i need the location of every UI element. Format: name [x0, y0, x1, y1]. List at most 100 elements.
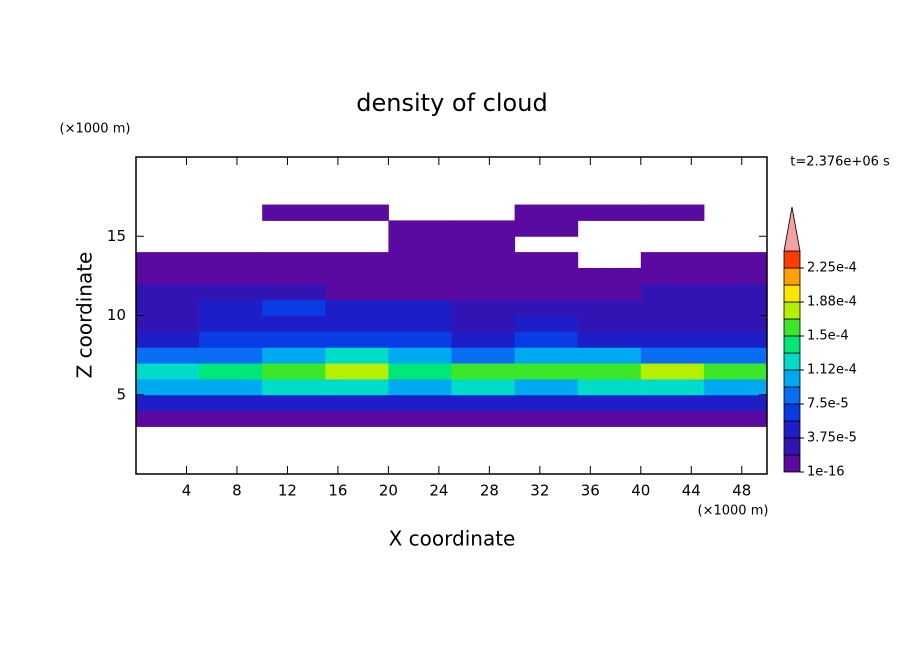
colorbar-overflow	[783, 206, 801, 252]
heatmap-cell	[199, 347, 263, 364]
heatmap-cell	[514, 363, 579, 380]
x-axis-label: X coordinate	[389, 527, 516, 551]
heatmap-cell	[640, 315, 705, 332]
heatmap-cell	[451, 299, 516, 316]
heatmap-cell	[577, 363, 642, 380]
heatmap-cell	[451, 347, 516, 364]
x-tick-label: 4	[182, 482, 192, 500]
heatmap-cell	[451, 315, 516, 332]
heatmap-cell	[514, 315, 579, 332]
heatmap-cell	[514, 331, 579, 348]
heatmap-cell	[640, 347, 705, 364]
x-tick-label: 40	[631, 482, 650, 500]
heatmap-cell	[388, 410, 452, 427]
x-tick-label: 44	[682, 482, 701, 500]
heatmap-cell	[262, 394, 326, 412]
heatmap-cell	[136, 347, 200, 364]
heatmap-cell	[577, 315, 642, 332]
heatmap-cell	[703, 394, 768, 412]
heatmap-cell	[451, 252, 516, 269]
colorbar-tick-label: 1.5e-4	[807, 329, 849, 344]
colorbar-box	[783, 318, 801, 337]
heatmap-cell	[640, 283, 705, 301]
colorbar-box	[783, 369, 801, 388]
heatmap-cell	[703, 315, 768, 332]
heatmap-cell	[262, 410, 326, 427]
heatmap-cell	[451, 267, 516, 285]
heatmap-cell	[388, 315, 452, 332]
x-tick-label: 28	[480, 482, 499, 500]
heatmap-cell	[640, 252, 705, 269]
heatmap-cell	[262, 267, 326, 285]
x-tick-label: 16	[328, 482, 347, 500]
heatmap-cell	[451, 220, 516, 237]
heatmap-cell	[388, 267, 452, 285]
heatmap-cell	[640, 204, 705, 221]
heatmap-cell	[136, 267, 200, 285]
heatmap-cell	[262, 363, 326, 380]
heatmap-cell	[199, 267, 263, 285]
heatmap-cell	[388, 363, 452, 380]
heatmap-cell	[325, 378, 389, 396]
colorbar-box	[783, 352, 801, 371]
heatmap-cell	[325, 267, 389, 285]
colorbar-box	[783, 335, 801, 354]
heatmap-cell	[577, 410, 642, 427]
heatmap-cell	[703, 252, 768, 269]
heatmap-cell	[262, 299, 326, 316]
y-tick-label: 10	[107, 306, 126, 324]
heatmap-cell	[451, 410, 516, 427]
heatmap-cell	[199, 378, 263, 396]
heatmap-cell	[388, 394, 452, 412]
heatmap-cell	[199, 394, 263, 412]
heatmap-cell	[514, 267, 579, 285]
heatmap-cell	[136, 410, 200, 427]
heatmap-cell	[703, 267, 768, 285]
heatmap-cell	[703, 299, 768, 316]
colorbar-tick-label: 3.75e-5	[807, 431, 857, 446]
heatmap-cell	[325, 363, 389, 380]
heatmap-cell	[514, 252, 579, 269]
heatmap-cell	[514, 394, 579, 412]
heatmap-cell	[451, 363, 516, 380]
heatmap-cell	[703, 363, 768, 380]
heatmap-cell	[514, 220, 579, 237]
heatmap-cell	[640, 410, 705, 427]
heatmap-cell	[703, 347, 768, 364]
colorbar-tick-label: 1.88e-4	[807, 295, 857, 310]
heatmap-cell	[577, 267, 642, 285]
heatmap-cell	[577, 331, 642, 348]
x-tick-label: 36	[581, 482, 600, 500]
heatmap-cell	[136, 252, 200, 269]
heatmap-cell	[388, 236, 452, 253]
colorbar-box	[783, 403, 801, 422]
heatmap-cell	[199, 299, 263, 316]
heatmap-cell	[136, 378, 200, 396]
heatmap-cell	[388, 220, 452, 237]
heatmap-cell	[703, 283, 768, 301]
y-unit: (×1000 m)	[60, 122, 131, 137]
heatmap-cell	[388, 283, 452, 301]
heatmap-cell	[325, 394, 389, 412]
colorbar-box	[783, 301, 801, 320]
heatmap-cell	[514, 204, 579, 221]
heatmap-cell	[136, 363, 200, 380]
heatmap-cell	[703, 331, 768, 348]
heatmap-cell	[514, 283, 579, 301]
colorbar-box	[783, 437, 801, 456]
heatmap-cell	[451, 331, 516, 348]
heatmap-cell	[640, 378, 705, 396]
heatmap-cell	[388, 252, 452, 269]
colorbar-box	[783, 250, 801, 269]
heatmap-cell	[514, 347, 579, 364]
heatmap-cell	[640, 394, 705, 412]
heatmap-cell	[262, 315, 326, 332]
heatmap-cell	[262, 252, 326, 269]
colorbar-box	[783, 284, 801, 303]
heatmap-cell	[325, 331, 389, 348]
heatmap-cell	[703, 410, 768, 427]
heatmap-cell	[514, 410, 579, 427]
heatmap-cell	[514, 378, 579, 396]
heatmap-cell	[388, 347, 452, 364]
